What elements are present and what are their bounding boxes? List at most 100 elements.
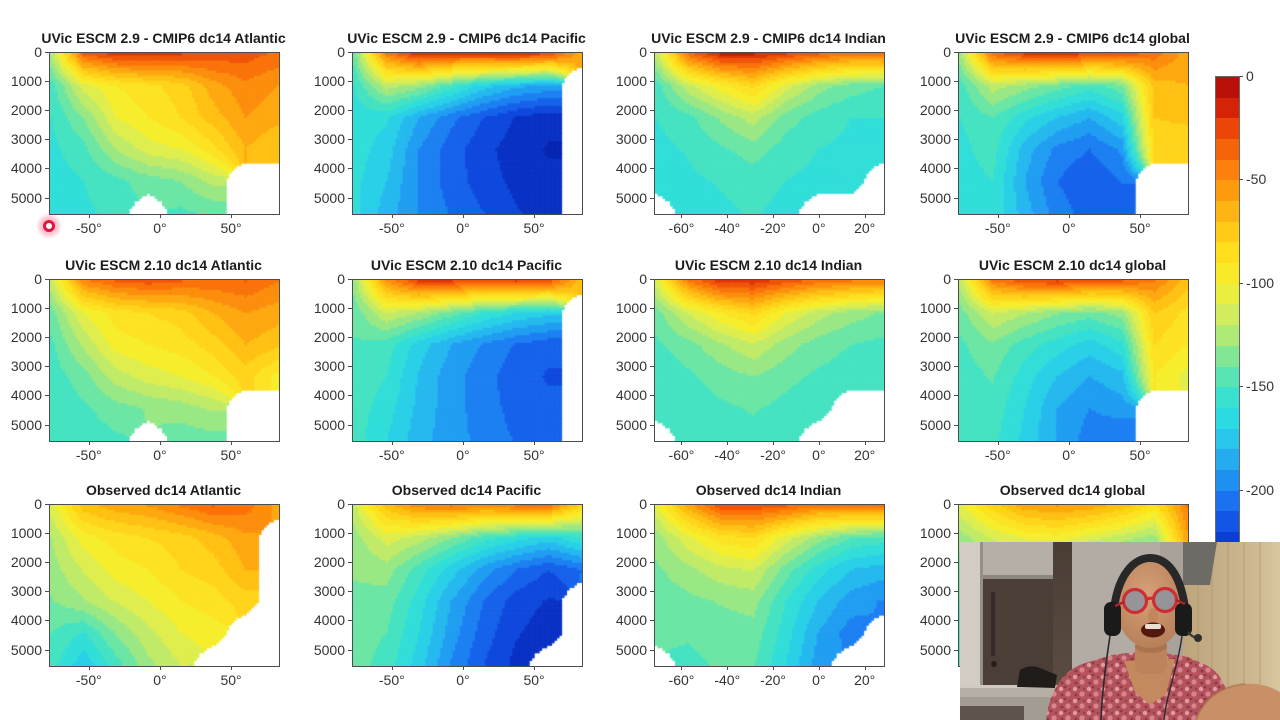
- y-tick-label: 1000: [313, 525, 345, 542]
- y-tick-label: 1000: [313, 300, 345, 317]
- y-tick-label: 5000: [313, 641, 345, 658]
- door-lock-strip: [991, 592, 995, 656]
- colorbar-tick-mark: [1239, 489, 1243, 491]
- y-tick-label: 3000: [313, 131, 345, 148]
- headset-right-cup: [1175, 603, 1192, 636]
- y-tick-mark: [45, 504, 49, 505]
- x-tick-mark: [773, 441, 775, 445]
- y-tick-mark: [650, 649, 654, 651]
- y-tick-label: 5000: [10, 641, 42, 658]
- contour-plot-9: [49, 504, 280, 667]
- y-tick-mark: [954, 649, 958, 651]
- contour-plot-2: [352, 52, 583, 215]
- y-tick-label: 3000: [919, 583, 951, 600]
- x-tick-label: 50°: [1129, 220, 1151, 236]
- y-tick-mark: [954, 139, 958, 141]
- x-tick-mark: [88, 441, 90, 445]
- x-tick-mark: [864, 441, 866, 445]
- contour-plot-1: [49, 52, 280, 215]
- y-tick-mark: [348, 110, 352, 112]
- colorbar-tick-label: -150: [1246, 378, 1275, 395]
- door-lintel: [983, 575, 1053, 579]
- x-tick-label: 50°: [220, 447, 242, 463]
- y-tick-mark: [954, 562, 958, 564]
- x-tick-label: 50°: [523, 447, 545, 463]
- x-tick-mark: [1068, 214, 1070, 218]
- y-tick-label: 1000: [919, 73, 951, 90]
- x-tick-mark: [534, 441, 536, 445]
- y-tick-label: 2000: [919, 554, 951, 571]
- y-tick-label: 4000: [919, 612, 951, 629]
- contour-canvas: [353, 53, 582, 214]
- y-tick-label: 2000: [919, 102, 951, 119]
- y-tick-mark: [348, 562, 352, 564]
- y-tick-label: 5000: [919, 189, 951, 206]
- y-tick-mark: [650, 81, 654, 83]
- y-tick-label: 5000: [615, 416, 647, 433]
- y-tick-mark: [348, 533, 352, 535]
- chair: [960, 706, 1024, 720]
- y-tick-label: 0: [639, 271, 647, 287]
- panel-title: Observed dc14 Atlantic: [85, 482, 242, 498]
- y-tick-label: 0: [337, 44, 345, 60]
- x-tick-label: 50°: [220, 672, 242, 688]
- y-tick-mark: [954, 110, 958, 112]
- x-tick-mark: [1140, 214, 1142, 218]
- y-tick-label: 4000: [313, 612, 345, 629]
- y-tick-mark: [348, 337, 352, 339]
- y-tick-label: 3000: [919, 358, 951, 375]
- x-tick-mark: [818, 214, 820, 218]
- y-tick-mark: [348, 139, 352, 141]
- panel-title: Observed dc14 Pacific: [391, 482, 542, 498]
- y-tick-label: 0: [34, 44, 42, 60]
- y-tick-mark: [348, 81, 352, 83]
- y-tick-label: 4000: [313, 160, 345, 177]
- y-tick-mark: [45, 81, 49, 83]
- headset-mic: [1194, 634, 1202, 642]
- x-tick-label: 0°: [153, 672, 167, 688]
- y-tick-mark: [45, 139, 49, 141]
- y-tick-mark: [650, 308, 654, 310]
- y-tick-mark: [45, 337, 49, 339]
- door-frame: [980, 542, 983, 720]
- x-tick-mark: [88, 666, 90, 670]
- forearm-shade: [1195, 683, 1246, 720]
- x-tick-label: 0°: [812, 447, 826, 463]
- y-tick-mark: [650, 139, 654, 141]
- y-tick-mark: [650, 337, 654, 339]
- y-tick-label: 3000: [615, 131, 647, 148]
- y-tick-label: 1000: [615, 525, 647, 542]
- y-tick-label: 1000: [10, 300, 42, 317]
- x-tick-label: 20°: [854, 220, 876, 236]
- y-tick-mark: [45, 110, 49, 112]
- y-tick-label: 3000: [10, 131, 42, 148]
- contour-plot-3: [654, 52, 885, 215]
- y-tick-mark: [45, 168, 49, 170]
- y-tick-mark: [45, 533, 49, 535]
- colorbar-tick-mark: [1239, 76, 1243, 77]
- y-tick-label: 5000: [10, 189, 42, 206]
- colorbar-segment: [1216, 139, 1239, 161]
- y-tick-mark: [348, 52, 352, 53]
- x-tick-label: 0°: [456, 220, 470, 236]
- y-tick-mark: [650, 424, 654, 426]
- x-tick-label: -50°: [984, 220, 1011, 236]
- y-tick-mark: [954, 81, 958, 83]
- colorbar-segment: [1216, 490, 1239, 512]
- y-tick-label: 5000: [615, 641, 647, 658]
- presenter-head: [1116, 562, 1184, 648]
- y-tick-label: 0: [337, 496, 345, 512]
- x-tick-mark: [818, 441, 820, 445]
- x-tick-mark: [231, 441, 233, 445]
- panel-title: UVic ESCM 2.10 dc14 Atlantic: [65, 257, 262, 273]
- y-tick-mark: [954, 337, 958, 339]
- y-tick-label: 2000: [10, 102, 42, 119]
- x-tick-mark: [391, 441, 393, 445]
- x-tick-mark: [462, 441, 464, 445]
- y-tick-label: 3000: [10, 583, 42, 600]
- colorbar-segment: [1216, 77, 1239, 99]
- y-tick-mark: [650, 533, 654, 535]
- y-tick-label: 5000: [615, 189, 647, 206]
- glasses-left-temple: [1114, 600, 1125, 608]
